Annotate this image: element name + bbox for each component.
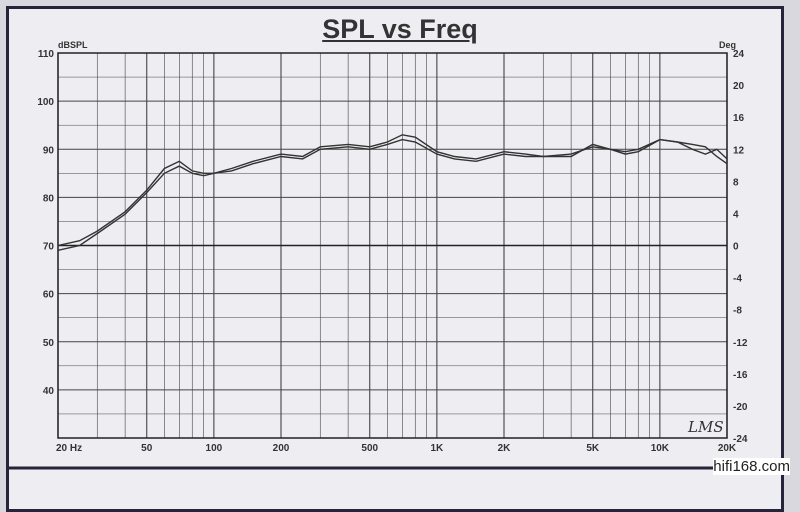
x-tick-label: 100 [206, 443, 223, 454]
y2-tick-label: -8 [733, 306, 742, 317]
y2-tick-label: -12 [733, 338, 748, 349]
series-line-1 [57, 134, 728, 247]
y-tick-label: 70 [43, 242, 55, 253]
y2-tick-label: 24 [733, 49, 745, 60]
y2-tick-label: 0 [733, 242, 739, 253]
x-tick-label: 20 Hz [56, 443, 82, 454]
y-tick-label: 110 [38, 49, 55, 60]
lms-logo: LMS [687, 418, 724, 436]
y2-tick-label: 8 [733, 177, 739, 188]
y2-tick-label: 16 [733, 113, 745, 124]
x-tick-label: 500 [361, 443, 378, 454]
x-tick-label: 1K [430, 443, 444, 454]
x-tick-label: 200 [273, 443, 290, 454]
y2-tick-label: 12 [733, 145, 745, 156]
x-tick-label: 2K [498, 443, 512, 454]
y2-tick-label: -16 [733, 370, 748, 381]
chart-paper [6, 6, 784, 512]
x-tick-label: 5K [586, 443, 600, 454]
y2-tick-label: -20 [733, 402, 748, 413]
y-tick-label: 40 [43, 386, 55, 397]
x-tick-label: 50 [141, 443, 153, 454]
y2-tick-label: 4 [733, 209, 739, 220]
y-tick-label: 90 [43, 145, 55, 156]
y-tick-label: 80 [43, 193, 55, 204]
y2-axis-label: Deg [719, 40, 736, 50]
y2-tick-label: -4 [733, 274, 742, 285]
y-axis-label: dBSPL [58, 40, 88, 50]
series-line-2 [57, 138, 728, 251]
y2-tick-label: -24 [733, 434, 748, 445]
y2-tick-label: 20 [733, 81, 745, 92]
x-tick-label: 20K [718, 443, 737, 454]
watermark: hifi168.com [713, 458, 790, 475]
chart-title: SPL vs Freq [322, 14, 478, 44]
y-tick-label: 50 [43, 338, 55, 349]
y-tick-label: 100 [37, 97, 54, 108]
x-tick-label: 10K [651, 443, 670, 454]
y-tick-label: 60 [43, 290, 55, 301]
